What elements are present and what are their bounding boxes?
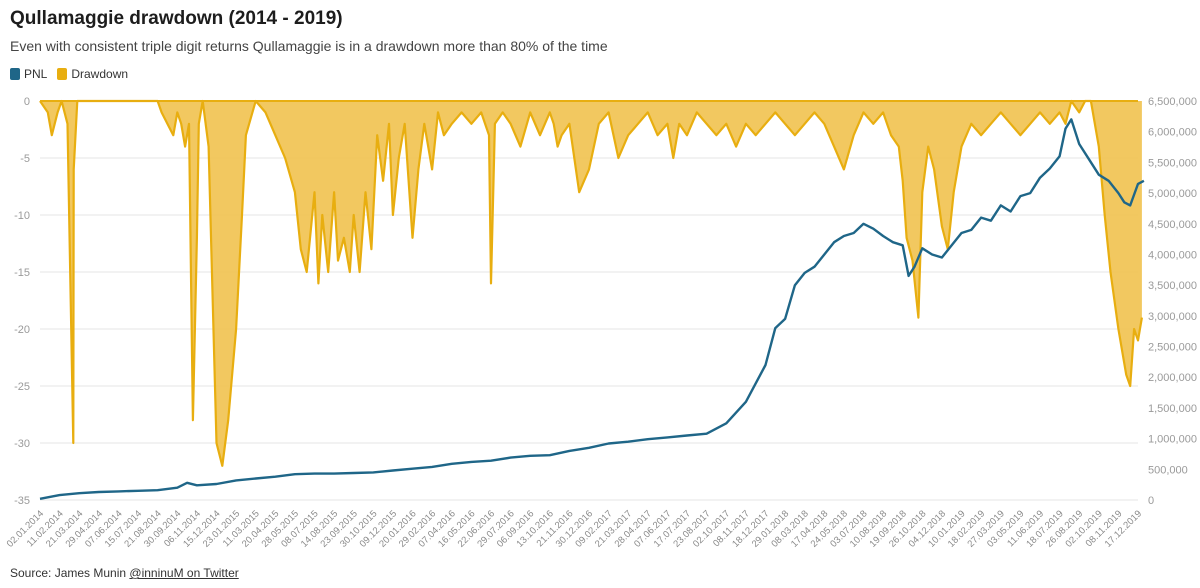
right-tick-label: 0 — [1148, 495, 1154, 507]
left-tick-label: -5 — [20, 153, 30, 165]
drawdown-chart: 0 -5 -10 -15 -20 -25 -30 -35 0 500,000 1,000,000 1… — [5, 96, 1197, 550]
right-tick-label: 2,000,000 — [1148, 372, 1197, 384]
left-tick-label: 0 — [24, 96, 30, 108]
left-tick-label: -25 — [14, 381, 30, 393]
left-tick-label: -30 — [14, 438, 30, 450]
right-tick-label: 6,000,000 — [1148, 127, 1197, 139]
chart-title: Qullamaggie drawdown (2014 - 2019) — [10, 8, 343, 29]
drawdown-series — [39, 99, 1143, 467]
legend-item-drawdown[interactable]: Drawdown — [57, 67, 128, 81]
right-tick-label: 5,000,000 — [1148, 188, 1197, 200]
right-tick-label: 1,000,000 — [1148, 434, 1197, 446]
left-tick-label: -15 — [14, 267, 30, 279]
right-tick-label: 500,000 — [1148, 464, 1188, 476]
legend-label-pnl: PNL — [24, 67, 48, 81]
right-tick-label: 6,500,000 — [1148, 96, 1197, 108]
pnl-line — [39, 118, 1145, 500]
pnl-swatch-icon — [10, 68, 20, 80]
right-tick-label: 3,500,000 — [1148, 280, 1197, 292]
legend-item-pnl[interactable]: PNL — [10, 67, 47, 81]
left-tick-label: -20 — [14, 324, 30, 336]
source-note: Source: James Munin @inninuM on Twitter — [10, 566, 239, 580]
right-tick-label: 3,000,000 — [1148, 311, 1197, 323]
legend-label-drawdown: Drawdown — [71, 67, 129, 81]
pnl-series — [39, 118, 1145, 500]
right-tick-label: 5,500,000 — [1148, 157, 1197, 169]
right-tick-label: 1,500,000 — [1148, 403, 1197, 415]
right-tick-label: 4,500,000 — [1148, 219, 1197, 231]
right-axis: 0 500,000 1,000,000 1,500,000 2,000,000 2,500… — [1148, 96, 1197, 507]
left-tick-label: -10 — [14, 210, 30, 222]
chart-subtitle: Even with consistent triple digit return… — [10, 38, 608, 54]
left-tick-label: -35 — [14, 495, 30, 507]
x-axis: 02.01.201411.02.201421.03.201429.04.2014… — [5, 508, 1144, 549]
right-tick-label: 2,500,000 — [1148, 342, 1197, 354]
right-tick-label: 4,000,000 — [1148, 249, 1197, 261]
source-handle-link[interactable]: @inninuM on Twitter — [129, 566, 239, 580]
drawdown-line — [39, 99, 1143, 467]
left-axis: 0 -5 -10 -15 -20 -25 -30 -35 — [14, 96, 30, 507]
legend: PNL Drawdown — [10, 67, 128, 81]
source-prefix: Source: James Munin — [10, 566, 130, 580]
drawdown-swatch-icon — [57, 68, 68, 80]
